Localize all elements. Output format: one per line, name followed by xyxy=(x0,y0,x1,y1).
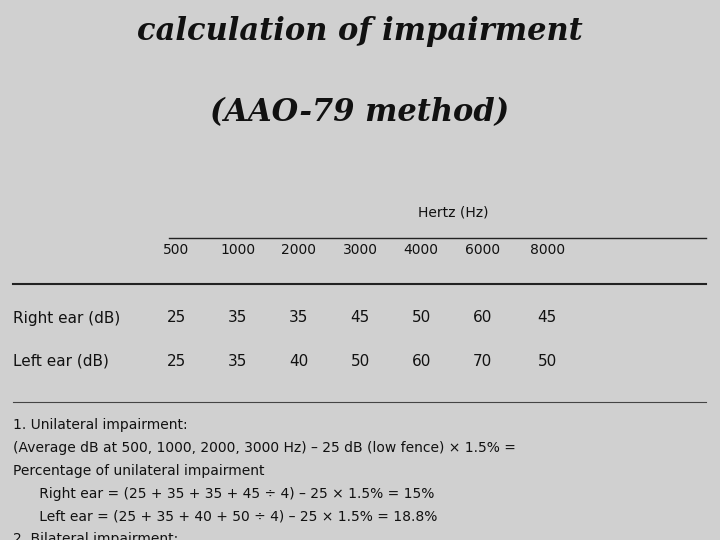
Text: Left ear = (25 + 35 + 40 + 50 ÷ 4) – 25 × 1.5% = 18.8%: Left ear = (25 + 35 + 40 + 50 ÷ 4) – 25 … xyxy=(13,509,437,523)
Text: 35: 35 xyxy=(289,310,308,326)
Text: 1000: 1000 xyxy=(220,243,255,257)
Text: 2000: 2000 xyxy=(282,243,316,257)
Text: 35: 35 xyxy=(228,354,247,369)
Text: 50: 50 xyxy=(538,354,557,369)
Text: 25: 25 xyxy=(167,354,186,369)
Text: 70: 70 xyxy=(473,354,492,369)
Text: 6000: 6000 xyxy=(465,243,500,257)
Text: Right ear = (25 + 35 + 35 + 45 ÷ 4) – 25 × 1.5% = 15%: Right ear = (25 + 35 + 35 + 45 ÷ 4) – 25… xyxy=(13,487,434,501)
Text: 500: 500 xyxy=(163,243,189,257)
Text: Hertz (Hz): Hertz (Hz) xyxy=(418,205,489,219)
Text: 2. Bilateral impairment:: 2. Bilateral impairment: xyxy=(13,532,179,540)
Text: 40: 40 xyxy=(289,354,308,369)
Text: 4000: 4000 xyxy=(404,243,438,257)
Text: 60: 60 xyxy=(473,310,492,326)
Text: 25: 25 xyxy=(167,310,186,326)
Text: Left ear (dB): Left ear (dB) xyxy=(13,354,109,369)
Text: 35: 35 xyxy=(228,310,247,326)
Text: calculation of impairment: calculation of impairment xyxy=(137,16,583,47)
Text: 1. Unilateral impairment:: 1. Unilateral impairment: xyxy=(13,418,188,433)
Text: 60: 60 xyxy=(412,354,431,369)
Text: 8000: 8000 xyxy=(530,243,564,257)
Text: Right ear (dB): Right ear (dB) xyxy=(13,310,120,326)
Text: (Average dB at 500, 1000, 2000, 3000 Hz) – 25 dB (low fence) × 1.5% =: (Average dB at 500, 1000, 2000, 3000 Hz)… xyxy=(13,441,516,455)
Text: 45: 45 xyxy=(351,310,369,326)
Text: 45: 45 xyxy=(538,310,557,326)
Text: (AAO-79 method): (AAO-79 method) xyxy=(210,97,510,128)
Text: 50: 50 xyxy=(351,354,369,369)
Text: 3000: 3000 xyxy=(343,243,377,257)
Text: 50: 50 xyxy=(412,310,431,326)
Text: Percentage of unilateral impairment: Percentage of unilateral impairment xyxy=(13,464,264,478)
